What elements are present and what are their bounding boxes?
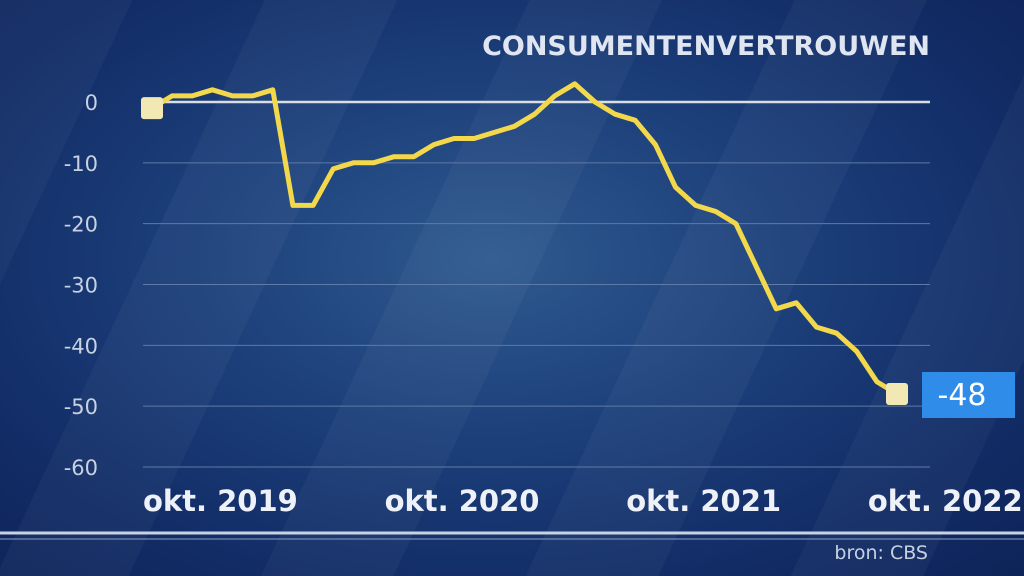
x-tick-label: okt. 2020 — [385, 484, 540, 518]
grid — [143, 100, 930, 468]
y-tick-label: -20 — [64, 213, 98, 237]
y-tick-label: -30 — [64, 274, 98, 298]
last-value-badge — [922, 372, 1015, 418]
y-axis-ticks: 0 -10 -20 -30 -40 -50 -60 — [64, 91, 98, 480]
chart-title: CONSUMENTENVERTROUWEN — [482, 31, 930, 62]
x-tick-label: okt. 2021 — [626, 484, 781, 518]
y-tick-label: -50 — [64, 395, 98, 419]
x-tick-label: okt. 2022 — [868, 484, 1023, 518]
last-value-label: -48 — [938, 378, 987, 413]
y-tick-label: -40 — [64, 334, 98, 358]
x-axis-ticks: okt. 2019 okt. 2020 okt. 2021 okt. 2022 — [143, 484, 1023, 518]
y-tick-label: -60 — [64, 456, 98, 480]
x-tick-label: okt. 2019 — [143, 484, 298, 518]
source-label: bron: CBS — [834, 542, 928, 564]
series-line — [149, 81, 900, 397]
series: -48 — [141, 81, 1015, 418]
start-marker — [141, 97, 163, 120]
y-tick-label: -10 — [64, 152, 98, 176]
end-marker — [886, 383, 908, 405]
y-tick-label: 0 — [85, 91, 98, 115]
